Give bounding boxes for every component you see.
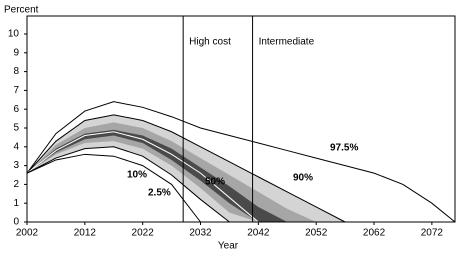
series-label: 90% bbox=[293, 173, 313, 184]
plot-frame bbox=[26, 15, 456, 223]
x-tick-label: 2052 bbox=[305, 228, 328, 239]
series-label: 97.5% bbox=[330, 143, 358, 154]
y-tick-label: 4 bbox=[13, 141, 19, 152]
fan-band bbox=[27, 129, 288, 222]
y-axis-label: Percent bbox=[4, 5, 39, 16]
x-tick-label: 2062 bbox=[363, 228, 386, 239]
percentile-line bbox=[26, 153, 201, 223]
scenario-label: High cost bbox=[189, 37, 231, 48]
y-tick-label: 0 bbox=[13, 217, 19, 228]
percentile-line bbox=[26, 146, 230, 223]
y-tick-label: 6 bbox=[13, 104, 19, 115]
scenario-label: Intermediate bbox=[259, 37, 315, 48]
y-tick-label: 2 bbox=[13, 179, 19, 190]
series-label: 50% bbox=[205, 177, 225, 188]
x-tick-label: 2022 bbox=[132, 228, 155, 239]
x-tick-label: 2072 bbox=[421, 228, 444, 239]
y-tick-label: 10 bbox=[8, 29, 20, 40]
y-tick-label: 3 bbox=[13, 160, 19, 171]
y-tick-label: 8 bbox=[13, 66, 19, 77]
x-tick-label: 2042 bbox=[247, 228, 270, 239]
y-tick-label: 1 bbox=[13, 198, 19, 209]
x-tick-label: 2012 bbox=[74, 228, 97, 239]
y-tick-label: 7 bbox=[13, 85, 19, 96]
percentile-line bbox=[26, 131, 259, 223]
x-tick-label: 2002 bbox=[16, 228, 39, 239]
series-label: 2.5% bbox=[148, 188, 171, 199]
percentile-line bbox=[26, 101, 456, 223]
x-tick-label: 2032 bbox=[189, 228, 212, 239]
x-axis-label: Year bbox=[218, 241, 239, 252]
percentile-line bbox=[26, 114, 346, 223]
y-tick-label: 5 bbox=[13, 123, 19, 134]
series-label: 10% bbox=[127, 170, 147, 181]
y-tick-label: 9 bbox=[13, 47, 19, 58]
